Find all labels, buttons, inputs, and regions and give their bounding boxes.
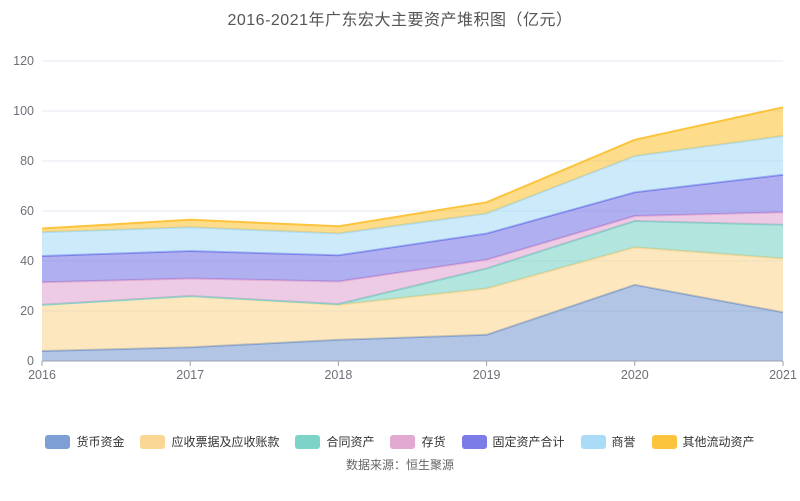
x-label-2017: 2017 (176, 368, 204, 382)
x-label-2019: 2019 (473, 368, 501, 382)
legend-swatch-icon (651, 434, 677, 449)
legend-item-0[interactable]: 货币资金 (45, 433, 124, 450)
y-label-0: 0 (27, 354, 34, 368)
y-label-60: 60 (20, 204, 34, 218)
legend-item-5[interactable]: 商誉 (580, 433, 636, 450)
legend-label: 合同资产 (326, 435, 375, 449)
area-series-5 (42, 136, 783, 256)
area-series-4 (42, 174, 783, 283)
legend-swatch-icon (580, 434, 606, 449)
legend-item-4[interactable]: 固定资产合计 (461, 433, 565, 450)
y-label-20: 20 (20, 304, 34, 318)
legend-label: 存货 (421, 435, 446, 449)
area-series-1 (42, 247, 783, 351)
legend-item-2[interactable]: 合同资产 (295, 433, 374, 450)
legend-swatch-icon (45, 434, 71, 449)
legend-swatch-icon (295, 434, 321, 449)
y-label-100: 100 (13, 104, 34, 118)
y-label-40: 40 (20, 254, 34, 268)
chart-legend: 货币资金 应收票据及应收账款 合同资产 存货 固定资产合计 商誉 其他流动资产 (0, 433, 800, 450)
legend-item-3[interactable]: 存货 (390, 433, 446, 450)
data-source-label: 数据来源：恒生聚源 (345, 458, 454, 472)
line-series-6 (41, 106, 784, 230)
y-label-120: 120 (13, 54, 34, 68)
x-label-2018: 2018 (324, 368, 352, 382)
legend-swatch-icon (461, 434, 487, 449)
legend-label: 其他流动资产 (682, 435, 755, 449)
legend-item-1[interactable]: 应收票据及应收账款 (140, 433, 279, 450)
y-label-80: 80 (20, 154, 34, 168)
x-label-2021: 2021 (769, 368, 797, 382)
legend-label: 货币资金 (76, 435, 125, 449)
area-series-3 (42, 212, 783, 305)
chart-title: 2016-2021年广东宏大主要资产堆积图（亿元） (227, 12, 573, 29)
area-series-2 (42, 221, 783, 305)
legend-label: 应收票据及应收账款 (171, 435, 280, 449)
legend-swatch-icon (140, 434, 166, 449)
legend-label: 商誉 (611, 435, 636, 449)
area-series-0 (42, 284, 783, 361)
legend-swatch-icon (390, 434, 416, 449)
x-label-2016: 2016 (28, 368, 56, 382)
legend-label: 固定资产合计 (492, 435, 565, 449)
legend-item-6[interactable]: 其他流动资产 (651, 433, 755, 450)
x-label-2020: 2020 (621, 368, 649, 382)
